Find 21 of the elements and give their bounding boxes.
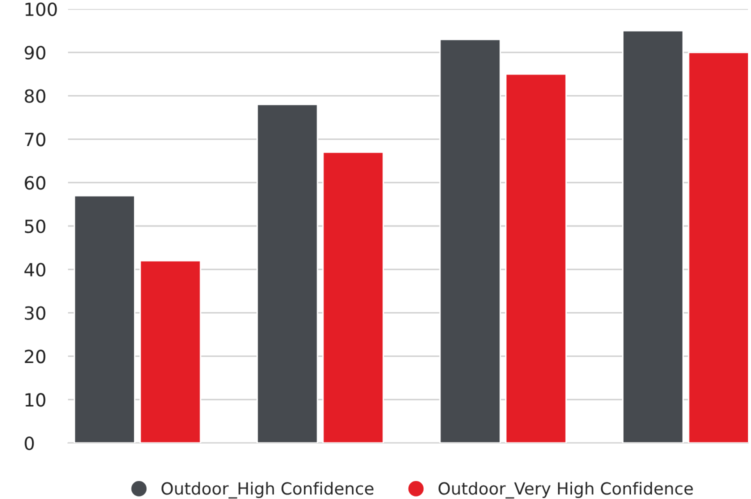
y-tick-label: 100 bbox=[26, 2, 57, 16]
legend-label: Outdoor_High Confidence bbox=[162, 482, 374, 498]
y-tick-label: 70 bbox=[25, 132, 46, 146]
bar bbox=[439, 38, 502, 443]
y-tick-label: 40 bbox=[24, 262, 46, 277]
bar bbox=[140, 260, 202, 443]
y-tick-label: 30 bbox=[24, 306, 46, 320]
bar bbox=[622, 30, 684, 443]
bar bbox=[256, 104, 318, 443]
legend-label: Outdoor_Very High Confidence bbox=[438, 482, 693, 498]
bar bbox=[74, 194, 136, 443]
y-tick-label: 0 bbox=[24, 436, 34, 450]
bar bbox=[505, 73, 567, 443]
y-tick-label: 90 bbox=[24, 46, 46, 60]
y-tick-label: 10 bbox=[26, 393, 46, 407]
y-tick-label: 80 bbox=[24, 89, 46, 103]
y-tick-label: 20 bbox=[24, 350, 46, 364]
y-tick-label: 50 bbox=[24, 219, 46, 234]
y-tick-label: 60 bbox=[24, 176, 46, 190]
bar bbox=[322, 152, 384, 443]
bar bbox=[688, 52, 748, 443]
